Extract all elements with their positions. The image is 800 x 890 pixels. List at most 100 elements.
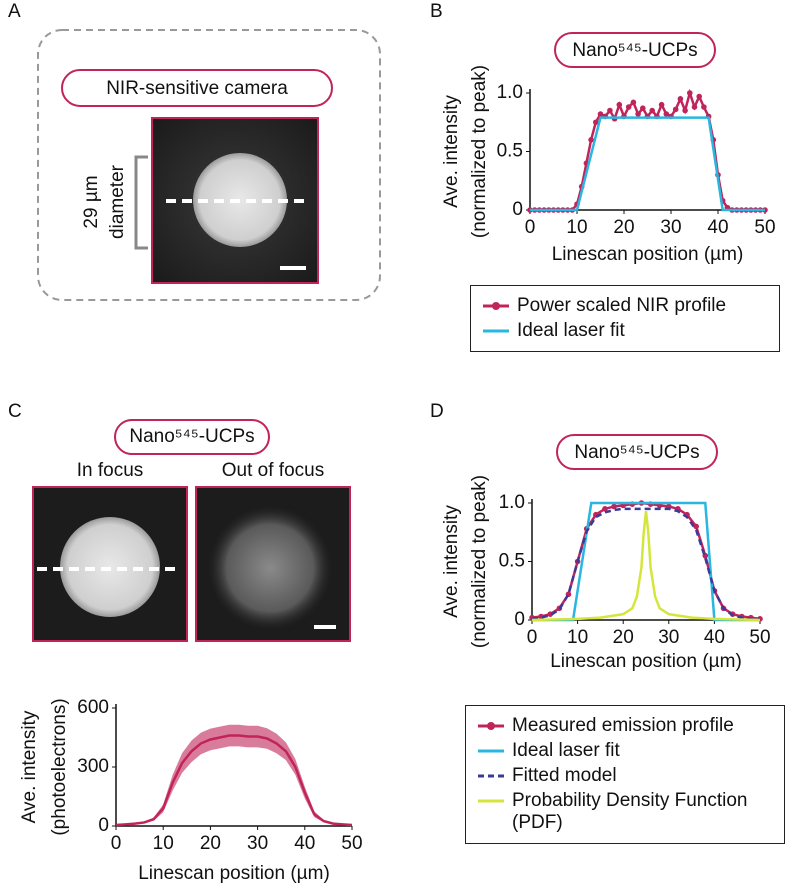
marker <box>649 107 655 114</box>
x-tick-label: 0 <box>111 833 122 854</box>
x-tick-label: 30 <box>660 217 681 238</box>
pill <box>554 32 716 68</box>
panel-label: C <box>8 401 22 422</box>
legend-swatch <box>478 749 504 753</box>
marker <box>693 523 699 530</box>
error-band <box>116 724 352 826</box>
legend-swatch <box>478 799 504 803</box>
marker <box>663 111 670 117</box>
legend-label: Ideal laser fit <box>512 740 620 761</box>
legend-marker <box>492 302 500 310</box>
legend-swatch <box>478 722 504 730</box>
marker <box>597 111 604 117</box>
y-axis-label: Ave. intensity <box>441 505 462 618</box>
y-axis-label: (photoelectrons) <box>49 698 70 835</box>
x-axis-label: Linescan position (µm) <box>552 244 744 265</box>
legend-label: Ideal laser fit <box>517 320 625 341</box>
scale-label: 29 µm <box>81 175 102 228</box>
image-title: Out of focus <box>222 460 324 481</box>
marker <box>602 506 608 512</box>
marker <box>593 119 599 126</box>
marker <box>658 101 665 108</box>
y-axis-label: Ave. intensity <box>441 95 462 208</box>
marker <box>616 101 623 108</box>
x-tick-label: 30 <box>247 833 268 854</box>
x-tick-label: 20 <box>200 833 221 854</box>
marker <box>588 137 594 143</box>
y-tick-label: 600 <box>77 697 109 718</box>
legend-label: Fitted model <box>512 765 617 786</box>
panel-label: A <box>8 1 21 22</box>
legend: Measured emission profile Ideal laser fit… <box>465 705 785 844</box>
x-tick-label: 40 <box>707 217 728 238</box>
x-axis-label: Linescan position (µm) <box>138 863 330 884</box>
x-tick-label: 0 <box>525 217 536 238</box>
legend-entry: Ideal laser fit <box>476 740 774 762</box>
line <box>530 116 765 212</box>
x-tick-label: 50 <box>754 217 775 238</box>
panel-label: D <box>430 401 444 422</box>
legend-swatch <box>483 329 509 333</box>
line <box>531 507 760 621</box>
blur-spot <box>208 506 332 630</box>
marker <box>687 90 693 96</box>
x-tick-label: 0 <box>527 627 538 648</box>
x-tick-label: 10 <box>566 217 587 238</box>
chart-title: Nano⁵⁴⁵-UCPs <box>574 442 699 463</box>
x-tick-label: 40 <box>294 833 315 854</box>
image-title: In focus <box>77 460 144 481</box>
chart-title: Nano⁵⁴⁵-UCPs <box>572 40 697 61</box>
legend: Power scaled NIR profile Ideal laser fit <box>470 285 780 352</box>
marker <box>682 107 688 114</box>
panel-title: Nano⁵⁴⁵-UCPs <box>129 426 254 447</box>
x-tick-label: 10 <box>153 833 174 854</box>
marker <box>547 611 554 617</box>
y-tick-label: 0.5 <box>497 141 523 162</box>
legend-entry: Power scaled NIR profile <box>481 295 769 317</box>
y-tick-label: 1.0 <box>499 492 525 513</box>
legend-entry: Measured emission profile <box>476 715 774 737</box>
camera-box <box>37 29 381 301</box>
panel-label: B <box>430 1 443 22</box>
pill <box>114 419 270 455</box>
marker <box>607 107 613 114</box>
line <box>531 511 761 622</box>
x-tick-label: 20 <box>613 217 634 238</box>
y-axis-label: Ave. intensity <box>19 710 40 823</box>
legend-label: Power scaled NIR profile <box>517 295 727 316</box>
x-tick-label: 50 <box>749 627 770 648</box>
x-tick-label: 40 <box>704 627 725 648</box>
legend-entry: Fitted model <box>476 765 774 787</box>
y-tick-label: 0.5 <box>499 551 525 572</box>
marker <box>625 104 632 110</box>
x-tick-label: 50 <box>341 833 362 854</box>
x-tick-label: 30 <box>658 627 679 648</box>
y-tick-label: 1.0 <box>497 82 523 103</box>
camera-title: NIR-sensitive camera <box>106 78 288 99</box>
x-tick-label: 20 <box>613 627 634 648</box>
marker <box>691 104 698 110</box>
marker <box>630 99 637 106</box>
legend-entry: Probability Density Function (PDF) <box>476 790 774 834</box>
scale-label: diameter <box>107 164 128 239</box>
legend-swatch <box>483 302 509 310</box>
marker <box>701 104 707 110</box>
marker <box>635 111 641 117</box>
bracket <box>134 155 148 250</box>
legend-marker <box>487 722 495 730</box>
marker <box>696 93 702 100</box>
legend-label: Probability Density Function (PDF) <box>512 790 748 833</box>
y-tick-label: 0 <box>98 815 109 836</box>
line <box>115 734 353 827</box>
marker <box>677 96 684 102</box>
marker <box>611 503 617 510</box>
y-axis-label: (normalized to peak) <box>469 65 490 238</box>
marker <box>672 106 679 113</box>
y-axis-label: (normalized to peak) <box>469 475 490 648</box>
y-tick-label: 0 <box>512 199 523 220</box>
marker <box>640 105 646 112</box>
x-axis-label: Linescan position (µm) <box>550 651 742 672</box>
legend-entry: Ideal laser fit <box>481 320 769 342</box>
